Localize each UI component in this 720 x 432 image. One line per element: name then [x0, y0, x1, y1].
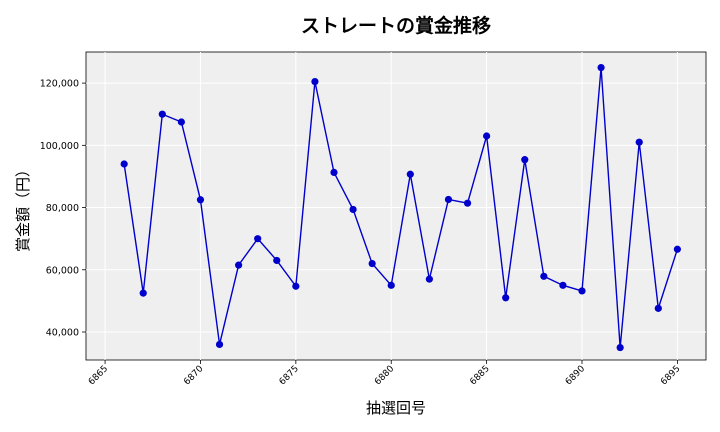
y-tick-label: 60,000	[46, 265, 79, 276]
data-point	[559, 281, 567, 289]
data-point	[444, 195, 453, 204]
data-point	[349, 205, 357, 214]
data-point	[254, 235, 262, 243]
x-axis-label: 抽選回号	[366, 399, 426, 417]
y-axis-label: 賞金額（円）	[14, 162, 32, 252]
data-point	[616, 343, 624, 352]
data-point	[540, 272, 548, 280]
plot-area	[85, 51, 707, 361]
data-point	[292, 282, 300, 290]
data-point	[635, 138, 643, 146]
x-tick-label: 6875	[278, 364, 301, 387]
data-point	[139, 289, 147, 297]
series-line	[123, 67, 679, 348]
data-point	[654, 304, 662, 312]
data-point	[597, 63, 605, 72]
data-point	[120, 160, 128, 168]
y-tick-label: 100,000	[40, 141, 79, 152]
data-point	[273, 256, 281, 265]
y-tick-label: 40,000	[46, 328, 79, 339]
data-point	[196, 196, 205, 204]
data-point	[330, 168, 338, 176]
y-tick-label: 120,000	[40, 79, 79, 90]
data-point	[368, 259, 376, 268]
data-point	[158, 110, 166, 118]
x-tick-label: 6870	[182, 364, 205, 387]
x-tick-label: 6895	[659, 364, 682, 387]
data-point	[235, 261, 243, 269]
data-point	[673, 245, 681, 253]
data-point	[425, 275, 433, 283]
series-line-group	[120, 63, 681, 352]
x-tick-label: 6880	[373, 364, 396, 387]
y-tick-label: 80,000	[46, 203, 79, 214]
data-point	[463, 199, 472, 207]
data-point	[502, 294, 510, 302]
data-point	[578, 287, 586, 295]
x-tick-label: 6865	[87, 364, 110, 387]
data-point	[387, 281, 395, 289]
data-point	[406, 170, 414, 178]
x-tick-label: 6890	[564, 364, 587, 387]
x-tick-label: 6885	[468, 364, 491, 387]
data-point	[311, 77, 319, 86]
data-point	[215, 340, 224, 349]
chart-title: ストレートの賞金推移	[301, 14, 491, 37]
data-point	[177, 118, 185, 126]
grid-lines	[86, 52, 706, 360]
data-point	[521, 156, 529, 164]
data-point	[483, 132, 491, 140]
